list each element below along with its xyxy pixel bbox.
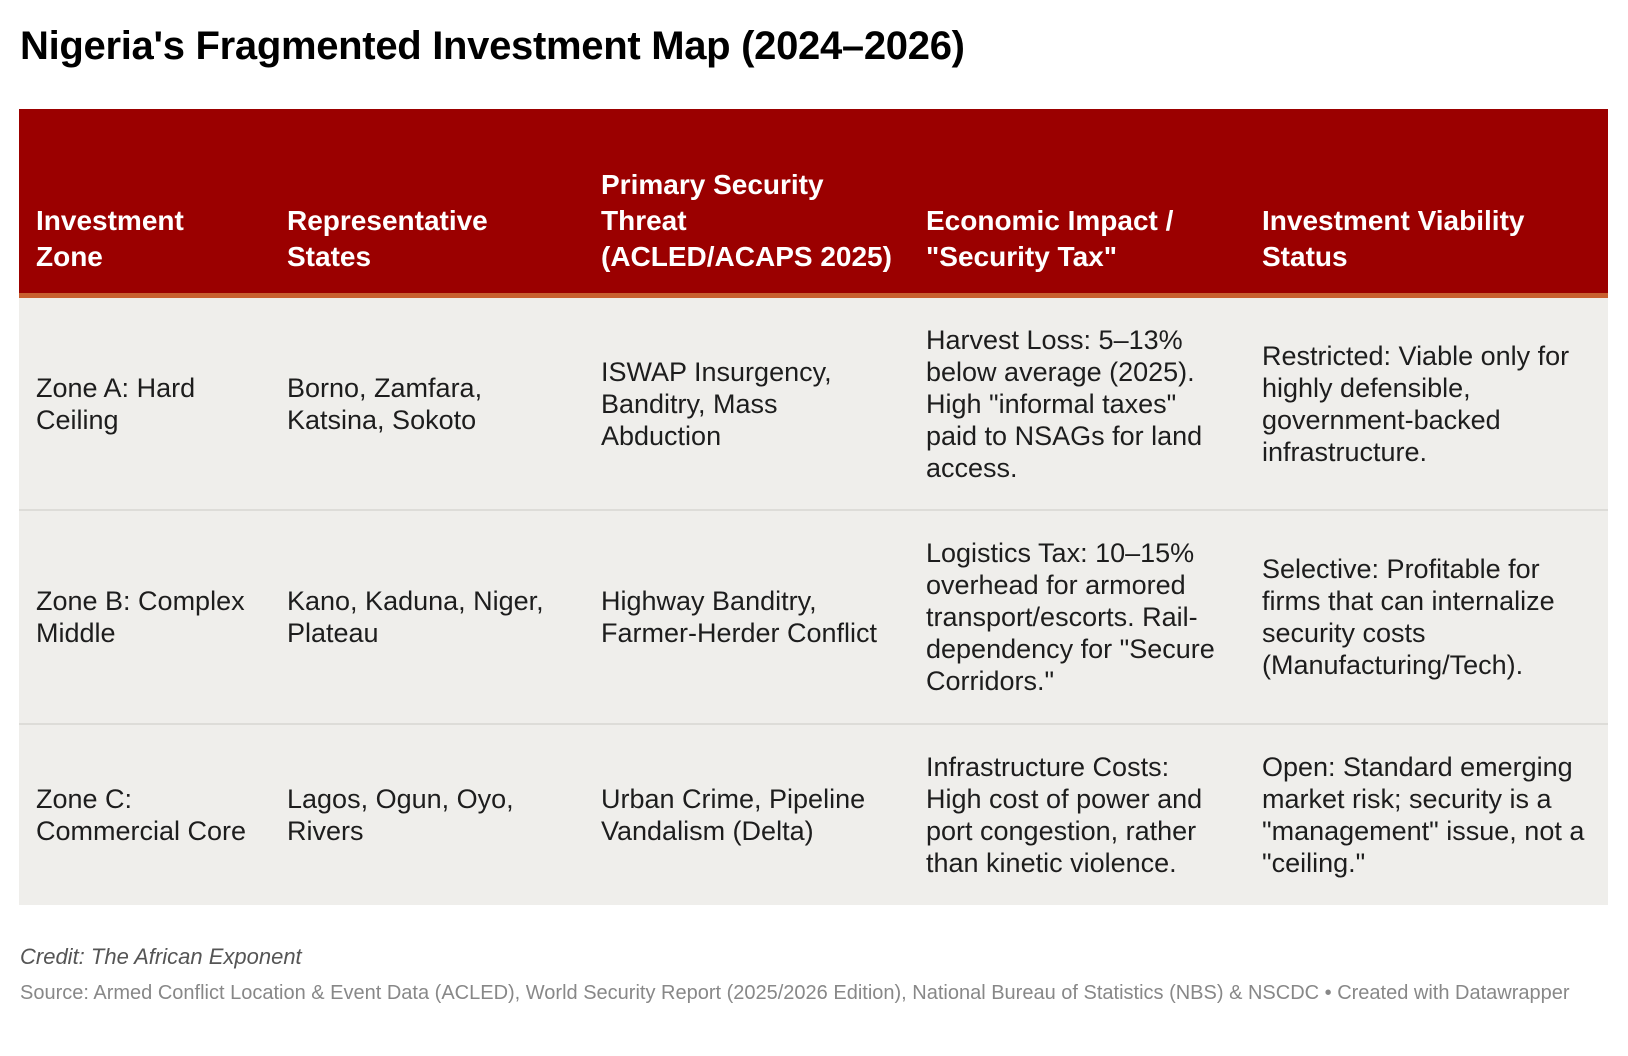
table-row: Zone B: Complex Middle Kano, Kaduna, Nig…: [19, 510, 1608, 725]
header-row: Investment Zone Representative States Pr…: [19, 109, 1608, 298]
cell-states: Kano, Kaduna, Niger, Plateau: [270, 510, 584, 725]
investment-zone-table-container: Investment Zone Representative States Pr…: [19, 109, 1608, 905]
cell-viability: Selective: Profitable for firms that can…: [1245, 510, 1608, 725]
column-header-investment-viability[interactable]: Investment Viability Status: [1245, 109, 1608, 298]
cell-viability: Restricted: Viable only for highly defen…: [1245, 295, 1608, 511]
table-row: Zone A: Hard Ceiling Borno, Zamfara, Kat…: [19, 295, 1608, 511]
cell-states: Lagos, Ogun, Oyo, Rivers: [287, 784, 514, 846]
table-row: Zone C: Commercial Core Lagos, Ogun, Oyo…: [19, 724, 1608, 905]
credit-text: Credit: The African Exponent: [20, 944, 302, 969]
cell-impact: Harvest Loss: 5–13% below average (2025)…: [909, 295, 1245, 511]
column-header-investment-zone[interactable]: Investment Zone: [19, 109, 270, 298]
cell-threat: Urban Crime, Pipeline Vandalism (Delta): [601, 784, 866, 846]
investment-zone-table: Investment Zone Representative States Pr…: [19, 109, 1608, 905]
cell-zone: Zone A: Hard Ceiling: [19, 295, 270, 511]
cell-viability: Open: Standard emerging market risk; sec…: [1262, 752, 1585, 878]
cell-threat: ISWAP Insurgency, Banditry, Mass Abducti…: [584, 295, 909, 511]
table-header: Investment Zone Representative States Pr…: [19, 109, 1608, 298]
table-body: Zone A: Hard Ceiling Borno, Zamfara, Kat…: [19, 295, 1608, 905]
column-header-economic-impact[interactable]: Economic Impact / "Security Tax": [909, 109, 1245, 298]
cell-impact: Logistics Tax: 10–15% overhead for armor…: [909, 510, 1245, 725]
cell-threat: Highway Banditry, Farmer-Herder Conflict: [584, 510, 909, 725]
cell-states: Borno, Zamfara, Katsina, Sokoto: [270, 295, 584, 511]
cell-zone: Zone C: Commercial Core: [36, 784, 247, 846]
column-header-primary-security-threat[interactable]: Primary Security Threat (ACLED/ACAPS 202…: [584, 109, 909, 298]
column-header-representative-states[interactable]: Representative States: [270, 109, 584, 298]
page-title: Nigeria's Fragmented Investment Map (202…: [20, 24, 965, 68]
cell-zone: Zone B: Complex Middle: [19, 510, 270, 725]
cell-impact: Infrastructure Costs: High cost of power…: [926, 752, 1203, 878]
source-text: Source: Armed Conflict Location & Event …: [20, 982, 1570, 1004]
